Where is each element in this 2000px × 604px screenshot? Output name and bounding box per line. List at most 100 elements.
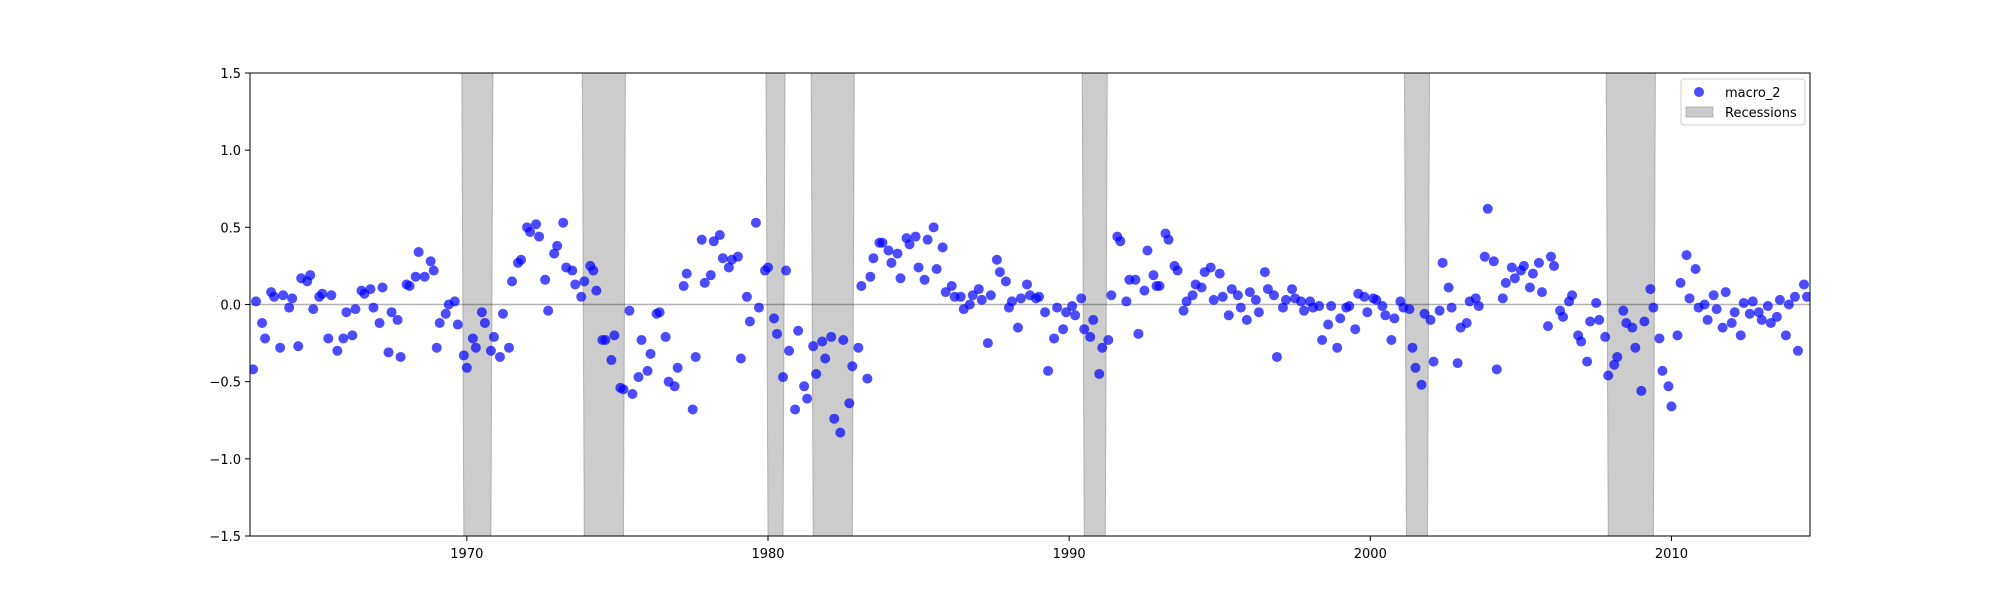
data-point bbox=[287, 293, 298, 304]
data-point bbox=[278, 290, 289, 301]
data-point bbox=[386, 307, 397, 318]
data-point bbox=[811, 368, 822, 379]
data-point bbox=[1208, 294, 1219, 305]
data-point bbox=[1591, 297, 1602, 308]
data-point bbox=[937, 242, 948, 253]
y-tick-label: −0.5 bbox=[209, 376, 241, 391]
data-point bbox=[1509, 273, 1520, 284]
data-point bbox=[1223, 310, 1234, 321]
data-point bbox=[976, 294, 987, 305]
data-point bbox=[699, 277, 710, 288]
data-point bbox=[413, 247, 424, 258]
data-point bbox=[1771, 311, 1782, 322]
data-point bbox=[1079, 324, 1090, 335]
data-point bbox=[799, 381, 810, 392]
data-point bbox=[868, 253, 879, 264]
data-point bbox=[419, 271, 430, 282]
data-point bbox=[1780, 330, 1791, 341]
data-point bbox=[1500, 277, 1511, 288]
data-point bbox=[1428, 356, 1439, 367]
data-point bbox=[672, 362, 683, 373]
data-point bbox=[516, 254, 527, 265]
data-point bbox=[877, 237, 888, 248]
data-point bbox=[994, 267, 1005, 278]
data-point bbox=[690, 351, 701, 362]
data-point bbox=[1558, 311, 1569, 322]
data-point bbox=[485, 345, 496, 356]
x-tick-label: 1980 bbox=[751, 547, 784, 562]
y-tick-label: 0.5 bbox=[220, 221, 241, 236]
data-point bbox=[1262, 284, 1273, 295]
data-point bbox=[696, 234, 707, 245]
data-point bbox=[338, 333, 349, 344]
data-point bbox=[293, 341, 304, 352]
data-point bbox=[862, 373, 873, 384]
data-point bbox=[762, 262, 773, 273]
data-point bbox=[570, 279, 581, 290]
data-point bbox=[1699, 299, 1710, 310]
data-point bbox=[1594, 314, 1605, 325]
data-point bbox=[1636, 385, 1647, 396]
data-point bbox=[395, 351, 406, 362]
data-point bbox=[1756, 314, 1767, 325]
legend-swatch-recessions bbox=[1685, 106, 1714, 118]
data-point bbox=[534, 231, 545, 242]
data-point bbox=[778, 372, 789, 383]
data-point bbox=[928, 222, 939, 233]
data-point bbox=[1744, 308, 1755, 319]
data-point bbox=[365, 284, 376, 295]
data-point bbox=[1241, 314, 1252, 325]
data-point bbox=[1789, 291, 1800, 302]
data-point bbox=[660, 331, 671, 342]
data-point bbox=[1287, 284, 1298, 295]
data-point bbox=[687, 404, 698, 415]
data-point bbox=[250, 364, 259, 375]
data-point bbox=[922, 234, 933, 245]
data-point bbox=[784, 345, 795, 356]
data-point bbox=[1618, 305, 1629, 316]
data-point bbox=[967, 290, 978, 301]
data-point bbox=[1801, 291, 1810, 302]
data-point bbox=[895, 273, 906, 284]
data-point bbox=[1371, 294, 1382, 305]
data-point bbox=[497, 308, 508, 319]
data-point bbox=[1410, 362, 1421, 373]
data-point bbox=[1738, 297, 1749, 308]
data-point bbox=[973, 284, 984, 295]
data-point bbox=[1774, 294, 1785, 305]
data-point bbox=[284, 302, 295, 313]
data-point bbox=[1627, 322, 1638, 333]
data-point bbox=[549, 248, 560, 259]
data-point bbox=[847, 361, 858, 372]
data-point bbox=[1314, 301, 1325, 312]
data-point bbox=[341, 307, 352, 318]
data-point bbox=[940, 287, 951, 298]
data-point bbox=[1524, 282, 1535, 293]
data-point bbox=[1711, 304, 1722, 315]
y-tick-label: −1.0 bbox=[209, 453, 241, 468]
data-point bbox=[1277, 302, 1288, 313]
data-point bbox=[844, 398, 855, 409]
data-point bbox=[1154, 280, 1165, 291]
data-point bbox=[1717, 322, 1728, 333]
data-point bbox=[1630, 342, 1641, 353]
data-point bbox=[1657, 365, 1668, 376]
data-point bbox=[1488, 256, 1499, 267]
data-point bbox=[808, 341, 819, 352]
data-point bbox=[741, 291, 752, 302]
data-point bbox=[1226, 284, 1237, 295]
data-point bbox=[627, 389, 638, 400]
data-point bbox=[1296, 296, 1307, 307]
data-point bbox=[1106, 290, 1117, 301]
data-point bbox=[946, 280, 957, 291]
data-point bbox=[1479, 251, 1490, 262]
data-point bbox=[1585, 316, 1596, 327]
data-point bbox=[1404, 304, 1415, 315]
data-point bbox=[1181, 296, 1192, 307]
data-point bbox=[504, 342, 514, 353]
data-point bbox=[1317, 335, 1328, 345]
data-point bbox=[1783, 299, 1794, 310]
data-point bbox=[470, 342, 481, 353]
data-point bbox=[1076, 293, 1087, 304]
